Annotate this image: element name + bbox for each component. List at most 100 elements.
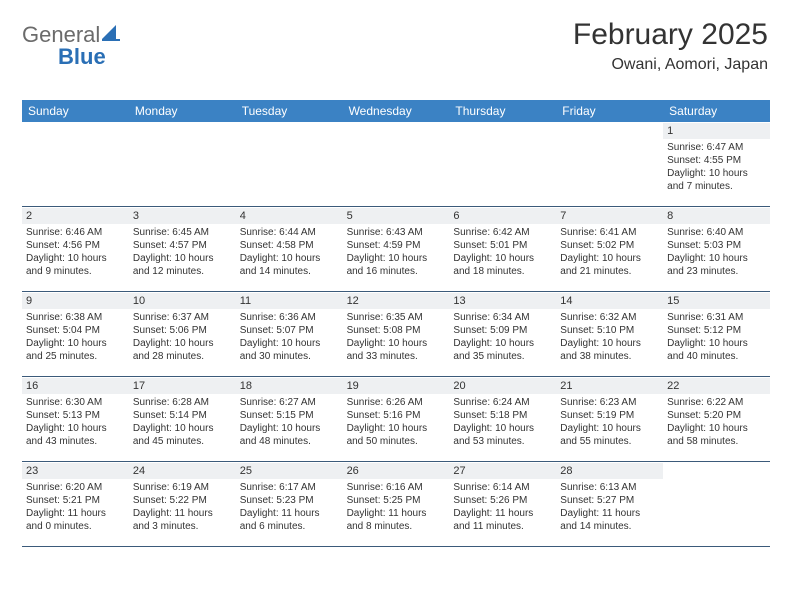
day-number: 18 bbox=[236, 378, 343, 394]
calendar-cell: 28Sunrise: 6:13 AMSunset: 5:27 PMDayligh… bbox=[556, 462, 663, 546]
page-title: February 2025 bbox=[573, 18, 768, 52]
sunrise-text: Sunrise: 6:27 AM bbox=[240, 396, 339, 409]
day-number: 1 bbox=[663, 123, 770, 139]
calendar-cell: 26Sunrise: 6:16 AMSunset: 5:25 PMDayligh… bbox=[343, 462, 450, 546]
daylight-text: Daylight: 10 hours and 30 minutes. bbox=[240, 337, 339, 363]
calendar-cell: 23Sunrise: 6:20 AMSunset: 5:21 PMDayligh… bbox=[22, 462, 129, 546]
day-number: 2 bbox=[22, 208, 129, 224]
calendar-week: 2Sunrise: 6:46 AMSunset: 4:56 PMDaylight… bbox=[22, 207, 770, 292]
sunset-text: Sunset: 5:23 PM bbox=[240, 494, 339, 507]
page-header: February 2025 Owani, Aomori, Japan bbox=[573, 18, 768, 74]
day-info: Sunrise: 6:47 AMSunset: 4:55 PMDaylight:… bbox=[663, 139, 770, 197]
calendar-cell bbox=[556, 122, 663, 206]
day-info: Sunrise: 6:35 AMSunset: 5:08 PMDaylight:… bbox=[343, 309, 450, 367]
daylight-text: Daylight: 10 hours and 7 minutes. bbox=[667, 167, 766, 193]
day-number: 23 bbox=[22, 463, 129, 479]
day-info: Sunrise: 6:32 AMSunset: 5:10 PMDaylight:… bbox=[556, 309, 663, 367]
sunrise-text: Sunrise: 6:45 AM bbox=[133, 226, 232, 239]
sunrise-text: Sunrise: 6:30 AM bbox=[26, 396, 125, 409]
calendar-cell: 2Sunrise: 6:46 AMSunset: 4:56 PMDaylight… bbox=[22, 207, 129, 291]
sunrise-text: Sunrise: 6:26 AM bbox=[347, 396, 446, 409]
day-info: Sunrise: 6:44 AMSunset: 4:58 PMDaylight:… bbox=[236, 224, 343, 282]
daylight-text: Daylight: 10 hours and 45 minutes. bbox=[133, 422, 232, 448]
day-number: 10 bbox=[129, 293, 236, 309]
daylight-text: Daylight: 11 hours and 0 minutes. bbox=[26, 507, 125, 533]
day-info: Sunrise: 6:27 AMSunset: 5:15 PMDaylight:… bbox=[236, 394, 343, 452]
sunset-text: Sunset: 5:21 PM bbox=[26, 494, 125, 507]
sunset-text: Sunset: 5:09 PM bbox=[453, 324, 552, 337]
sunset-text: Sunset: 5:08 PM bbox=[347, 324, 446, 337]
daylight-text: Daylight: 10 hours and 9 minutes. bbox=[26, 252, 125, 278]
calendar-cell bbox=[663, 462, 770, 546]
day-info: Sunrise: 6:30 AMSunset: 5:13 PMDaylight:… bbox=[22, 394, 129, 452]
day-number: 26 bbox=[343, 463, 450, 479]
sunrise-text: Sunrise: 6:13 AM bbox=[560, 481, 659, 494]
calendar: Sunday Monday Tuesday Wednesday Thursday… bbox=[22, 100, 770, 547]
day-number: 8 bbox=[663, 208, 770, 224]
daylight-text: Daylight: 10 hours and 48 minutes. bbox=[240, 422, 339, 448]
day-info: Sunrise: 6:42 AMSunset: 5:01 PMDaylight:… bbox=[449, 224, 556, 282]
sunset-text: Sunset: 5:07 PM bbox=[240, 324, 339, 337]
daylight-text: Daylight: 10 hours and 40 minutes. bbox=[667, 337, 766, 363]
sunset-text: Sunset: 5:26 PM bbox=[453, 494, 552, 507]
brand-logo-line2: Blue bbox=[22, 44, 106, 70]
day-info: Sunrise: 6:22 AMSunset: 5:20 PMDaylight:… bbox=[663, 394, 770, 452]
sunrise-text: Sunrise: 6:19 AM bbox=[133, 481, 232, 494]
sunset-text: Sunset: 5:01 PM bbox=[453, 239, 552, 252]
calendar-cell: 8Sunrise: 6:40 AMSunset: 5:03 PMDaylight… bbox=[663, 207, 770, 291]
day-number: 15 bbox=[663, 293, 770, 309]
day-info: Sunrise: 6:37 AMSunset: 5:06 PMDaylight:… bbox=[129, 309, 236, 367]
sunrise-text: Sunrise: 6:16 AM bbox=[347, 481, 446, 494]
day-number: 21 bbox=[556, 378, 663, 394]
sunrise-text: Sunrise: 6:28 AM bbox=[133, 396, 232, 409]
daylight-text: Daylight: 10 hours and 16 minutes. bbox=[347, 252, 446, 278]
day-number: 6 bbox=[449, 208, 556, 224]
sunrise-text: Sunrise: 6:47 AM bbox=[667, 141, 766, 154]
calendar-dow-header: Sunday Monday Tuesday Wednesday Thursday… bbox=[22, 100, 770, 122]
sunrise-text: Sunrise: 6:20 AM bbox=[26, 481, 125, 494]
sunset-text: Sunset: 5:15 PM bbox=[240, 409, 339, 422]
day-info: Sunrise: 6:20 AMSunset: 5:21 PMDaylight:… bbox=[22, 479, 129, 537]
sunrise-text: Sunrise: 6:40 AM bbox=[667, 226, 766, 239]
calendar-cell: 13Sunrise: 6:34 AMSunset: 5:09 PMDayligh… bbox=[449, 292, 556, 376]
calendar-cell: 3Sunrise: 6:45 AMSunset: 4:57 PMDaylight… bbox=[129, 207, 236, 291]
day-info: Sunrise: 6:17 AMSunset: 5:23 PMDaylight:… bbox=[236, 479, 343, 537]
day-number: 9 bbox=[22, 293, 129, 309]
sunrise-text: Sunrise: 6:23 AM bbox=[560, 396, 659, 409]
day-info: Sunrise: 6:26 AMSunset: 5:16 PMDaylight:… bbox=[343, 394, 450, 452]
dow-label: Friday bbox=[556, 100, 663, 122]
daylight-text: Daylight: 10 hours and 33 minutes. bbox=[347, 337, 446, 363]
calendar-cell: 5Sunrise: 6:43 AMSunset: 4:59 PMDaylight… bbox=[343, 207, 450, 291]
daylight-text: Daylight: 10 hours and 18 minutes. bbox=[453, 252, 552, 278]
sunset-text: Sunset: 5:10 PM bbox=[560, 324, 659, 337]
day-info: Sunrise: 6:34 AMSunset: 5:09 PMDaylight:… bbox=[449, 309, 556, 367]
sunset-text: Sunset: 5:27 PM bbox=[560, 494, 659, 507]
calendar-cell bbox=[236, 122, 343, 206]
daylight-text: Daylight: 10 hours and 12 minutes. bbox=[133, 252, 232, 278]
sunset-text: Sunset: 5:14 PM bbox=[133, 409, 232, 422]
day-info: Sunrise: 6:36 AMSunset: 5:07 PMDaylight:… bbox=[236, 309, 343, 367]
sunset-text: Sunset: 4:58 PM bbox=[240, 239, 339, 252]
day-number: 19 bbox=[343, 378, 450, 394]
day-info: Sunrise: 6:14 AMSunset: 5:26 PMDaylight:… bbox=[449, 479, 556, 537]
calendar-week: 16Sunrise: 6:30 AMSunset: 5:13 PMDayligh… bbox=[22, 377, 770, 462]
calendar-cell bbox=[22, 122, 129, 206]
day-info: Sunrise: 6:41 AMSunset: 5:02 PMDaylight:… bbox=[556, 224, 663, 282]
sunrise-text: Sunrise: 6:22 AM bbox=[667, 396, 766, 409]
daylight-text: Daylight: 10 hours and 50 minutes. bbox=[347, 422, 446, 448]
sunrise-text: Sunrise: 6:46 AM bbox=[26, 226, 125, 239]
day-info: Sunrise: 6:13 AMSunset: 5:27 PMDaylight:… bbox=[556, 479, 663, 537]
sunrise-text: Sunrise: 6:41 AM bbox=[560, 226, 659, 239]
day-number: 4 bbox=[236, 208, 343, 224]
day-number: 27 bbox=[449, 463, 556, 479]
day-info: Sunrise: 6:19 AMSunset: 5:22 PMDaylight:… bbox=[129, 479, 236, 537]
calendar-cell: 27Sunrise: 6:14 AMSunset: 5:26 PMDayligh… bbox=[449, 462, 556, 546]
calendar-cell: 21Sunrise: 6:23 AMSunset: 5:19 PMDayligh… bbox=[556, 377, 663, 461]
dow-label: Monday bbox=[129, 100, 236, 122]
day-info: Sunrise: 6:40 AMSunset: 5:03 PMDaylight:… bbox=[663, 224, 770, 282]
daylight-text: Daylight: 10 hours and 53 minutes. bbox=[453, 422, 552, 448]
calendar-cell bbox=[343, 122, 450, 206]
calendar-cell: 19Sunrise: 6:26 AMSunset: 5:16 PMDayligh… bbox=[343, 377, 450, 461]
day-number: 20 bbox=[449, 378, 556, 394]
sunrise-text: Sunrise: 6:37 AM bbox=[133, 311, 232, 324]
